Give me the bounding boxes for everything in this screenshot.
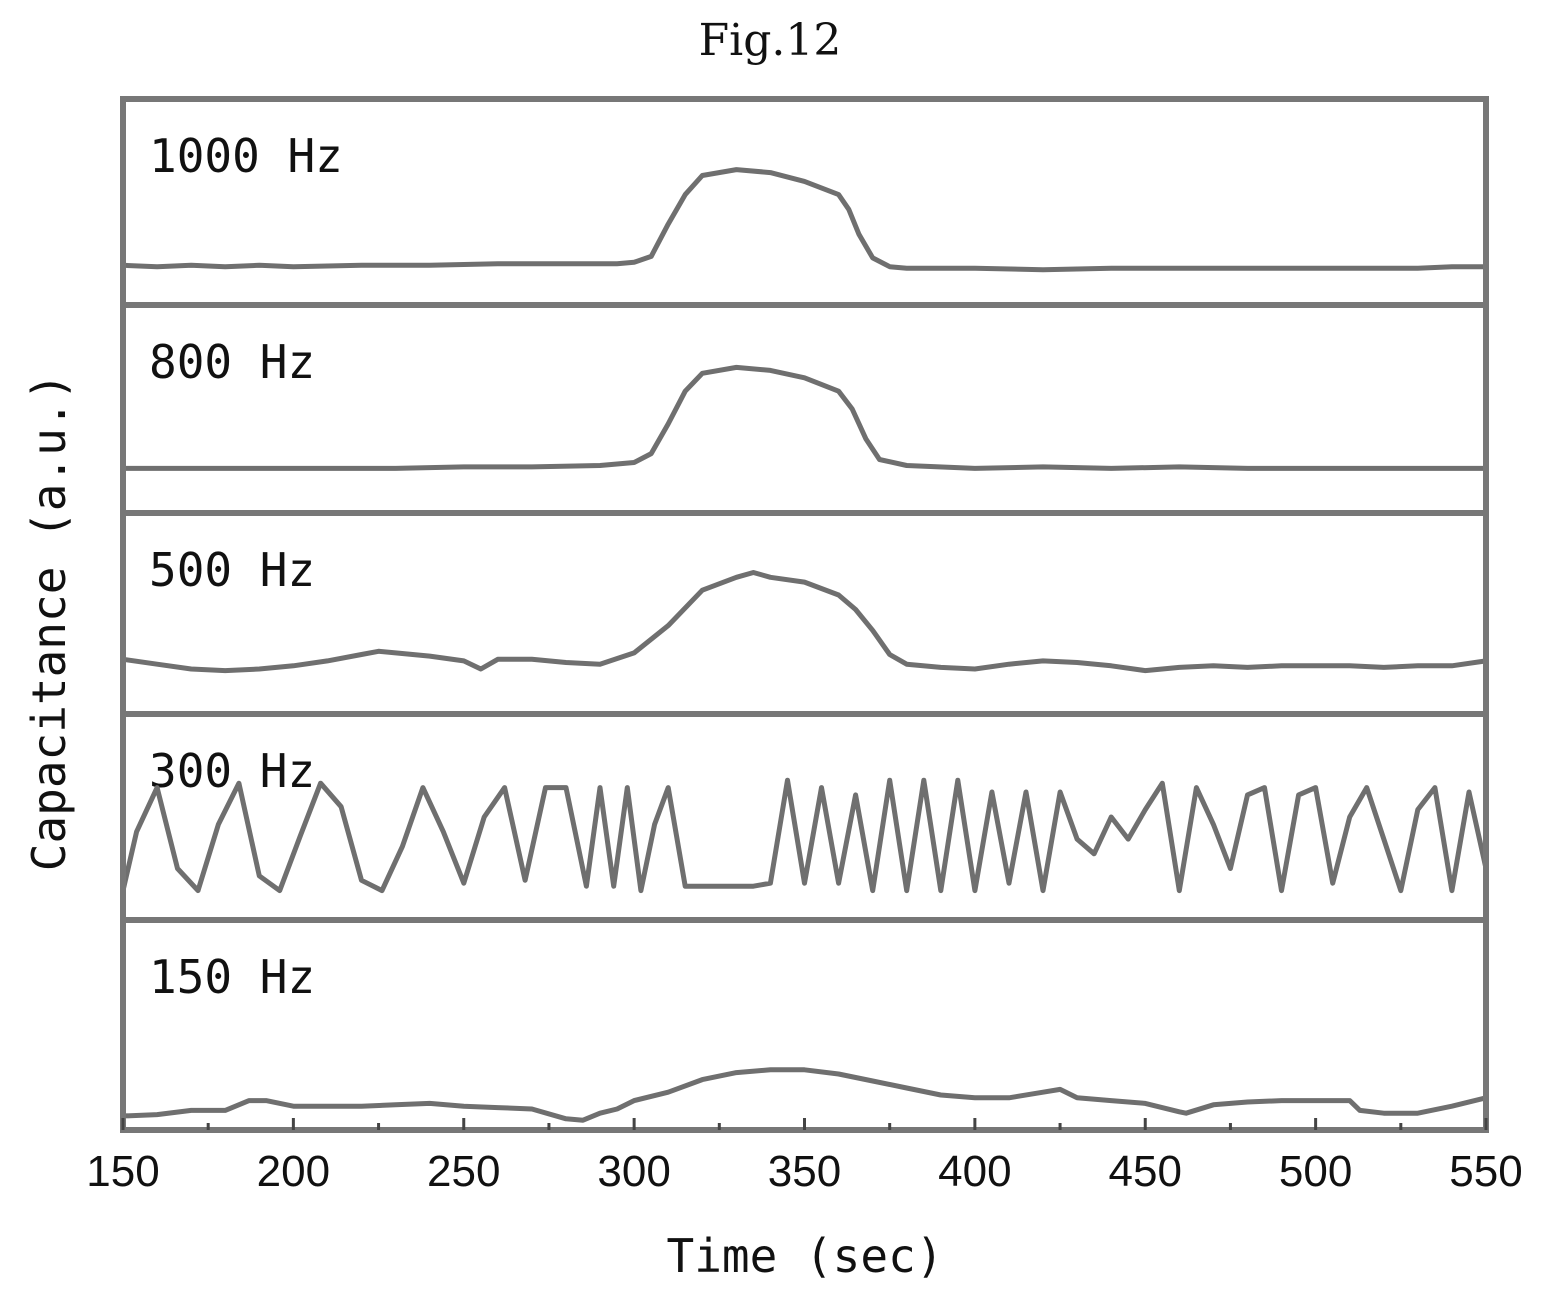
panel-label: 800 Hz (149, 335, 315, 389)
panel: 1000 Hz (120, 129, 1489, 273)
x-tick-label: 450 (1109, 1147, 1182, 1196)
series-line (120, 167, 1489, 273)
panel-label: 300 Hz (149, 744, 315, 798)
x-tick-label: 150 (86, 1147, 159, 1196)
panel: 300 Hz (120, 744, 1489, 894)
panel-label: 150 Hz (149, 950, 315, 1004)
panel: 150 Hz (120, 950, 1489, 1123)
plot-panels: 1000 Hz 800 Hz 500 Hz 300 Hz 150 Hz (120, 129, 1489, 1123)
x-axis-tick-labels: 150 200 250 300 350 400 450 500 550 (86, 1147, 1522, 1196)
x-axis-title: Time (sec) (667, 1229, 944, 1283)
x-tick-label: 550 (1449, 1147, 1522, 1196)
plot-frame (120, 96, 1489, 1133)
panel-label: 1000 Hz (149, 129, 343, 183)
y-axis-title: Capacitance (a.u.) (22, 373, 76, 872)
x-tick-label: 250 (427, 1147, 500, 1196)
series-line (120, 364, 1489, 471)
series-line (120, 570, 1489, 674)
x-axis-ticks (121, 1118, 1488, 1130)
panel: 800 Hz (120, 335, 1489, 471)
x-tick-label: 300 (597, 1147, 670, 1196)
x-tick-label: 500 (1279, 1147, 1352, 1196)
series-line (120, 1067, 1489, 1123)
figure-title: Fig.12 (699, 15, 842, 66)
x-tick-label: 350 (768, 1147, 841, 1196)
x-tick-label: 400 (938, 1147, 1011, 1196)
x-tick-label: 200 (257, 1147, 330, 1196)
plot-border (120, 96, 1489, 1133)
series-line (120, 777, 1489, 894)
panel-label: 500 Hz (149, 543, 315, 597)
panel: 500 Hz (120, 543, 1489, 674)
